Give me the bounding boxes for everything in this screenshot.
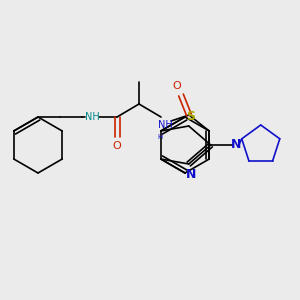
Text: NH: NH (85, 112, 99, 122)
Text: N: N (231, 139, 241, 152)
Text: S: S (186, 110, 195, 122)
Text: O: O (172, 81, 182, 91)
Text: O: O (112, 141, 122, 151)
Text: NH: NH (158, 120, 172, 130)
Text: N: N (186, 167, 196, 181)
Text: H: H (158, 134, 163, 140)
